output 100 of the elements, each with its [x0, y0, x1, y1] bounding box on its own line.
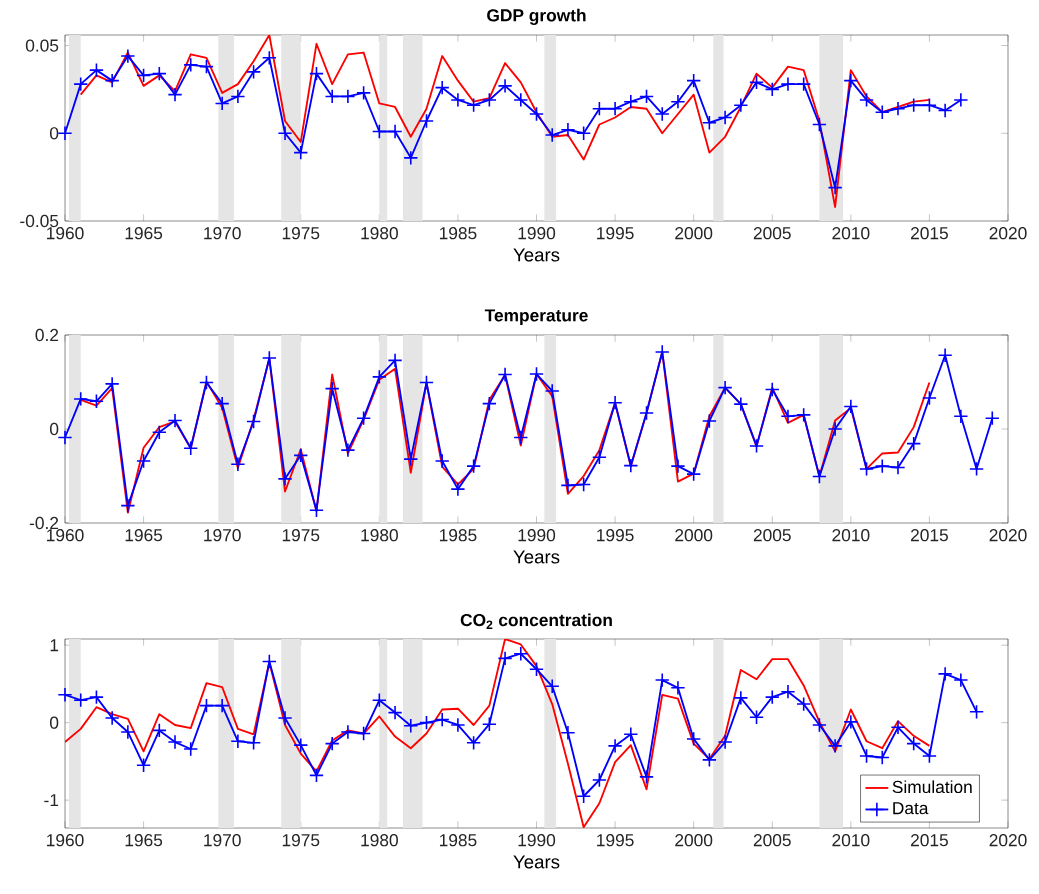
- point: [230, 456, 246, 472]
- point: [607, 395, 623, 411]
- point: [214, 396, 230, 412]
- point: [481, 92, 497, 108]
- point: [167, 87, 183, 103]
- point: [183, 440, 199, 456]
- point: [419, 375, 434, 390]
- point: [88, 62, 104, 78]
- point: [796, 407, 812, 423]
- point: [544, 383, 560, 399]
- point: [481, 716, 497, 732]
- x-tick-label: 1985: [439, 834, 477, 847]
- point: [356, 410, 372, 426]
- point: [749, 438, 764, 454]
- y-tick-label: 1: [50, 639, 59, 652]
- point: [450, 92, 466, 108]
- point: [183, 741, 199, 757]
- point: [921, 97, 937, 113]
- x-tick-label: 2005: [753, 529, 791, 542]
- point: [73, 76, 89, 92]
- x-tick-label: 2000: [675, 529, 713, 542]
- point: [591, 101, 607, 117]
- point: [717, 380, 733, 396]
- y-tick-label: 0.05: [25, 39, 59, 52]
- point: [513, 92, 529, 108]
- point: [167, 413, 183, 429]
- point: [261, 350, 277, 366]
- x-tick-label: 2005: [753, 834, 791, 847]
- y-tick-label: -0.2: [29, 516, 59, 530]
- point: [670, 680, 686, 696]
- x-tick-label: 2015: [911, 529, 948, 542]
- x-tick-label: 2020: [989, 529, 1027, 542]
- point: [827, 421, 843, 437]
- point: [481, 396, 497, 412]
- point: [811, 469, 827, 484]
- legend-label: Data: [893, 802, 929, 815]
- point: [371, 692, 387, 708]
- x-tick-label: 1995: [597, 227, 634, 240]
- point: [639, 88, 654, 104]
- point: [309, 502, 324, 518]
- y-tick-label: -1: [44, 794, 59, 807]
- point: [733, 690, 749, 706]
- point: [811, 717, 827, 733]
- point: [356, 85, 372, 101]
- point: [921, 748, 937, 764]
- point: [623, 726, 639, 742]
- point: [88, 689, 104, 705]
- point: [953, 408, 969, 424]
- point: [466, 97, 482, 113]
- x-tick-label: 1995: [597, 529, 634, 542]
- point: [246, 735, 262, 751]
- point: [529, 661, 544, 677]
- point: [874, 458, 890, 474]
- chart-title: CO$_{2}$ concentration: [460, 613, 612, 629]
- point: [576, 125, 592, 141]
- point: [544, 127, 560, 143]
- point: [686, 466, 702, 482]
- point: [309, 66, 324, 82]
- point: [120, 724, 136, 740]
- point: [246, 414, 262, 429]
- point: [419, 113, 434, 129]
- point: [340, 88, 356, 104]
- point: [937, 103, 953, 118]
- x-tick-label: 2010: [832, 834, 870, 847]
- x-tick-label: 1970: [204, 529, 241, 542]
- point: [749, 74, 764, 90]
- x-axis-title: Years: [513, 550, 560, 564]
- point: [843, 398, 859, 414]
- x-tick-label: 1980: [361, 834, 398, 847]
- x-tick-label: 2015: [911, 834, 948, 847]
- point: [277, 125, 293, 141]
- point: [277, 471, 293, 487]
- point: [576, 477, 592, 492]
- point: [591, 772, 607, 788]
- point: [969, 461, 985, 477]
- point: [796, 76, 812, 92]
- point: [607, 101, 623, 117]
- point: [387, 705, 403, 721]
- x-tick-label: 2020: [989, 834, 1027, 847]
- point: [906, 436, 922, 452]
- point: [607, 738, 623, 754]
- point: [466, 458, 482, 474]
- x-tick-label: 1990: [518, 227, 556, 240]
- x-tick-label: 1970: [204, 834, 241, 847]
- point: [324, 88, 340, 104]
- point: [340, 724, 356, 740]
- point: [874, 750, 890, 765]
- point: [937, 347, 953, 363]
- point: [136, 453, 152, 469]
- x-tick-label: 1990: [518, 834, 556, 847]
- point: [859, 748, 875, 764]
- point: [984, 410, 1000, 426]
- point: [293, 737, 309, 753]
- point: [151, 424, 167, 440]
- x-tick-label: 1965: [125, 834, 163, 847]
- point: [544, 678, 560, 694]
- y-tick-label: 0.2: [35, 328, 59, 342]
- point: [623, 94, 639, 110]
- x-tick-label: 1995: [597, 834, 634, 847]
- point: [73, 391, 89, 407]
